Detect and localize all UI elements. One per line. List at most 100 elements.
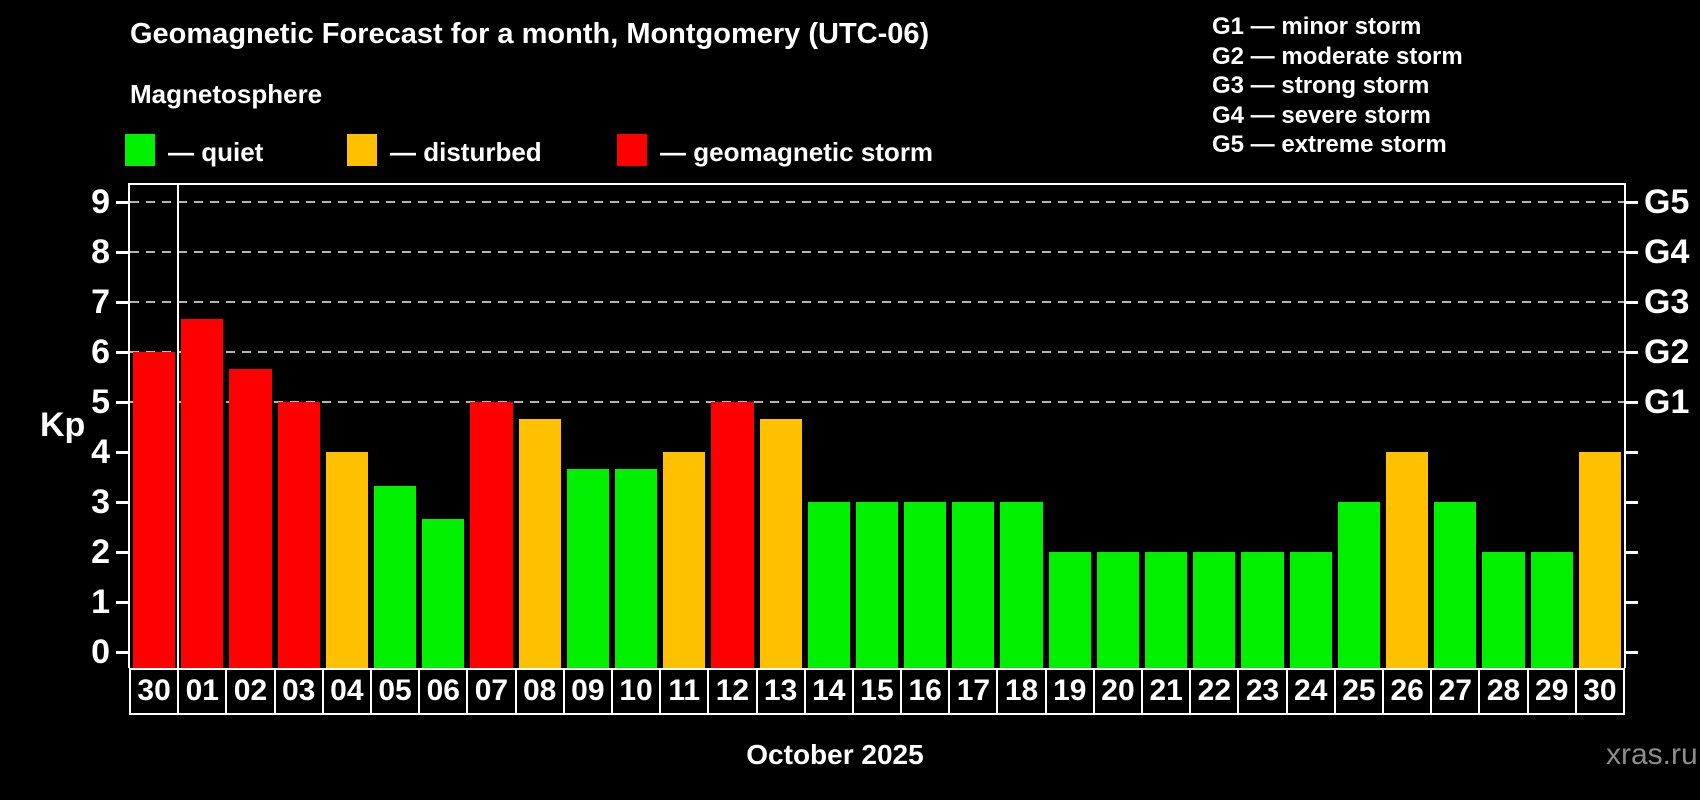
kp-bar-day-24: [1289, 552, 1332, 668]
day-label-17: 17: [948, 668, 999, 715]
left-axis-tick: [116, 251, 128, 254]
right-axis-tick: [1626, 201, 1638, 204]
gridline-kp8: [130, 251, 1624, 253]
kp-bar-day-20: [1096, 552, 1140, 668]
kp-bar-day-08: [518, 418, 561, 668]
g2-legend-line: G2 — moderate storm: [1212, 42, 1463, 70]
day-label-23: 23: [1237, 668, 1288, 715]
kp-bar-day-03: [277, 402, 320, 668]
left-axis-tick: [116, 501, 128, 504]
kp-bar-day-05: [373, 485, 417, 668]
day-label-13: 13: [755, 668, 806, 715]
disturbed-legend-label: — disturbed: [390, 137, 542, 167]
kp-bar-day-01: [181, 318, 224, 668]
right-axis-tick: [1626, 401, 1638, 404]
day-label-28: 28: [1478, 668, 1529, 715]
right-axis-tick: [1626, 551, 1638, 554]
plot-border-left: [128, 183, 130, 668]
kp-bar-day-04: [325, 452, 368, 668]
g3-legend-line: G3 — strong storm: [1212, 72, 1430, 99]
day-label-06: 06: [418, 668, 469, 715]
day-label-15: 15: [851, 668, 903, 715]
g-scale-label-g4: G4: [1644, 233, 1690, 271]
day-label-05: 05: [369, 668, 421, 715]
plot-border-right: [1624, 183, 1626, 668]
left-axis-tick: [116, 301, 128, 304]
chart-title: Geomagnetic Forecast for a month, Montgo…: [130, 18, 930, 50]
watermark: xras.ru: [1606, 738, 1698, 771]
g-scale-label-g5: G5: [1644, 183, 1690, 221]
g4-legend-line: G4 — severe storm: [1212, 101, 1431, 129]
day-label-27: 27: [1430, 668, 1481, 715]
day-label-18: 18: [996, 668, 1047, 715]
disturbed-color-swatch: [347, 134, 377, 166]
day-label-09: 09: [562, 668, 613, 715]
day-label-19: 19: [1044, 668, 1095, 715]
kp-bar-day-17: [952, 502, 995, 668]
day-label-20: 20: [1092, 668, 1144, 715]
gridline-kp5: [130, 401, 1624, 403]
quiet-color-swatch: [125, 134, 155, 166]
g-scale-label-g3: G3: [1644, 283, 1690, 321]
left-axis-tick: [116, 551, 128, 554]
right-axis-tick: [1626, 501, 1638, 504]
kp-bar-day-11: [663, 452, 706, 668]
left-axis-tick: [116, 651, 128, 654]
kp-bar-day-15: [855, 502, 899, 668]
kp-bar-day-21: [1145, 552, 1188, 668]
right-axis-tick: [1626, 301, 1638, 304]
day-label-26: 26: [1382, 668, 1433, 715]
kp-bar-day-14: [807, 502, 850, 668]
day-label-14: 14: [803, 668, 854, 715]
day-label-08: 08: [514, 668, 565, 715]
day-label-prev-30: 30: [129, 668, 180, 715]
day-label-01: 01: [177, 668, 228, 715]
kp-bar-day-28: [1482, 552, 1525, 668]
left-axis-tick: [116, 601, 128, 604]
y-axis-title: Kp: [40, 406, 86, 444]
g-scale-label-g2: G2: [1644, 333, 1690, 371]
g-scale-label-g1: G1: [1644, 383, 1690, 421]
kp-bar-day-19: [1048, 552, 1091, 668]
kp-bar-day-27: [1434, 502, 1477, 668]
day-label-22: 22: [1189, 668, 1240, 715]
kp-bar-day-26: [1386, 452, 1429, 668]
day-label-29: 29: [1526, 668, 1577, 715]
kp-bar-day-06: [422, 518, 465, 668]
day-label-10: 10: [610, 668, 662, 715]
day-label-21: 21: [1141, 668, 1192, 715]
kp-bar-day-10: [614, 468, 658, 668]
kp-bar-day-30: [133, 352, 176, 668]
day-label-25: 25: [1333, 668, 1385, 715]
y-axis-tick-label: 7: [91, 283, 110, 321]
left-axis-tick: [116, 401, 128, 404]
g-scale-legend: G1 — minor storm G2 — moderate storm G3 …: [1212, 12, 1463, 160]
day-label-12: 12: [707, 668, 758, 715]
y-axis-tick-label: 9: [91, 183, 110, 221]
right-axis-tick: [1626, 251, 1638, 254]
gridline-kp6: [130, 351, 1624, 353]
y-axis-tick-label: 3: [91, 483, 110, 521]
day-label-04: 04: [321, 668, 372, 715]
kp-bar-day-07: [470, 402, 513, 668]
month-separator-line: [177, 183, 180, 668]
kp-bar-day-12: [711, 402, 754, 668]
kp-bar-day-16: [904, 502, 947, 668]
kp-bar-day-30: [1578, 452, 1621, 668]
plot-border-top: [128, 183, 1626, 185]
quiet-legend-label: — quiet: [168, 137, 264, 167]
left-axis-tick: [116, 201, 128, 204]
left-axis-tick: [116, 351, 128, 354]
y-axis-tick-label: 4: [91, 433, 110, 471]
kp-bar-day-09: [566, 468, 609, 668]
day-label-16: 16: [900, 668, 951, 715]
left-axis-tick: [116, 451, 128, 454]
storm-legend-label: — geomagnetic storm: [660, 137, 934, 167]
y-axis-tick-label: 5: [91, 383, 110, 421]
kp-bar-day-22: [1193, 552, 1236, 668]
kp-bar-day-18: [1000, 502, 1043, 668]
g1-legend-line: G1 — minor storm: [1212, 13, 1422, 40]
day-label-11: 11: [659, 668, 710, 715]
right-axis-tick: [1626, 651, 1638, 654]
gridline-kp7: [130, 301, 1624, 303]
